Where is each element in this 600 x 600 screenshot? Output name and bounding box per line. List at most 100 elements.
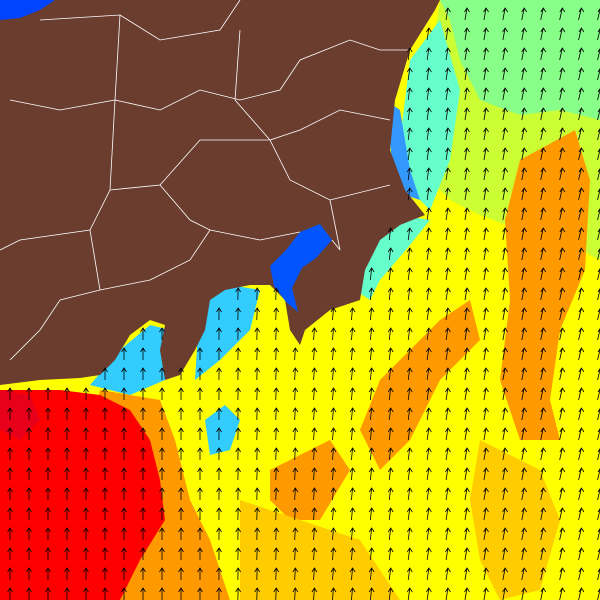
arrow: [406, 527, 413, 541]
arrow: [311, 507, 318, 521]
arrow: [216, 487, 222, 501]
arrow: [197, 587, 203, 600]
arrow: [426, 587, 432, 600]
arrow: [445, 187, 451, 201]
arrow: [406, 487, 413, 501]
arrow: [121, 347, 127, 360]
arrow: [426, 67, 432, 81]
arrow: [406, 427, 413, 441]
arrow: [426, 187, 432, 201]
arrow: [445, 167, 451, 181]
arrow: [197, 447, 203, 460]
arrow: [64, 547, 70, 560]
arrow: [235, 547, 241, 561]
arrow: [426, 267, 432, 281]
arrow: [140, 327, 146, 340]
arrow: [349, 347, 356, 361]
border: [114, 14, 410, 111]
arrow: [540, 67, 547, 81]
arrow: [83, 387, 89, 400]
arrow: [64, 447, 70, 460]
arrow: [540, 387, 547, 401]
arrow: [426, 47, 432, 61]
arrow: [254, 427, 261, 441]
arrow: [330, 567, 337, 581]
arrow: [102, 467, 108, 480]
arrow: [426, 27, 432, 41]
arrow: [483, 567, 489, 581]
arrow: [426, 447, 432, 461]
arrow: [7, 407, 13, 420]
arrow: [235, 327, 241, 341]
arrow: [521, 7, 528, 21]
arrow: [178, 567, 184, 580]
arrow: [445, 267, 451, 281]
arrow: [254, 467, 261, 481]
arrow: [406, 387, 413, 401]
arrow: [483, 67, 489, 81]
arrow: [178, 507, 184, 520]
border: [39, 0, 241, 41]
arrow: [578, 527, 585, 541]
arrow: [445, 547, 451, 561]
arrow: [502, 107, 508, 121]
arrow: [502, 407, 508, 421]
arrow: [235, 567, 241, 581]
arrow: [216, 567, 222, 581]
arrow: [197, 367, 203, 380]
arrow: [102, 487, 108, 500]
arrow: [292, 507, 299, 521]
arrow: [464, 27, 470, 41]
arrow: [140, 447, 146, 460]
borders: [0, 0, 410, 361]
arrow: [502, 547, 508, 561]
arrow: [349, 487, 356, 501]
arrow: [445, 307, 451, 321]
arrow: [445, 527, 451, 541]
arrow: [521, 87, 528, 101]
zone-orange: [270, 440, 350, 520]
arrow: [540, 527, 547, 541]
arrow: [159, 327, 165, 340]
arrow: [559, 487, 566, 501]
arrow: [483, 387, 489, 401]
arrow: [426, 547, 432, 561]
arrow: [502, 67, 508, 81]
arrow: [559, 467, 566, 481]
arrow: [578, 47, 585, 61]
arrow: [578, 367, 585, 381]
arrow: [7, 487, 13, 500]
arrow: [559, 247, 566, 261]
arrow: [349, 467, 356, 481]
arrow: [559, 7, 566, 21]
arrow: [159, 527, 165, 540]
arrow: [559, 387, 566, 401]
arrow: [540, 367, 547, 381]
arrow: [502, 527, 508, 541]
arrow: [483, 287, 489, 301]
arrow: [45, 407, 51, 420]
arrow: [483, 167, 489, 181]
arrow: [349, 587, 356, 600]
arrow: [140, 587, 146, 600]
bay: [270, 224, 332, 312]
arrow: [387, 427, 394, 441]
arrow: [368, 567, 375, 581]
arrow: [483, 427, 489, 441]
arrow: [406, 267, 413, 281]
arrow: [387, 447, 394, 461]
arrow: [368, 367, 375, 381]
arrow: [159, 407, 165, 420]
arrow: [45, 427, 51, 440]
arrow: [559, 47, 566, 61]
arrow: [311, 587, 318, 600]
arrow: [45, 527, 51, 540]
arrow: [521, 127, 528, 141]
arrow: [254, 347, 261, 361]
arrow: [121, 547, 127, 560]
arrow: [368, 507, 375, 521]
arrow: [387, 547, 394, 561]
arrow: [521, 47, 528, 61]
arrow: [445, 207, 451, 221]
arrow: [83, 567, 89, 580]
